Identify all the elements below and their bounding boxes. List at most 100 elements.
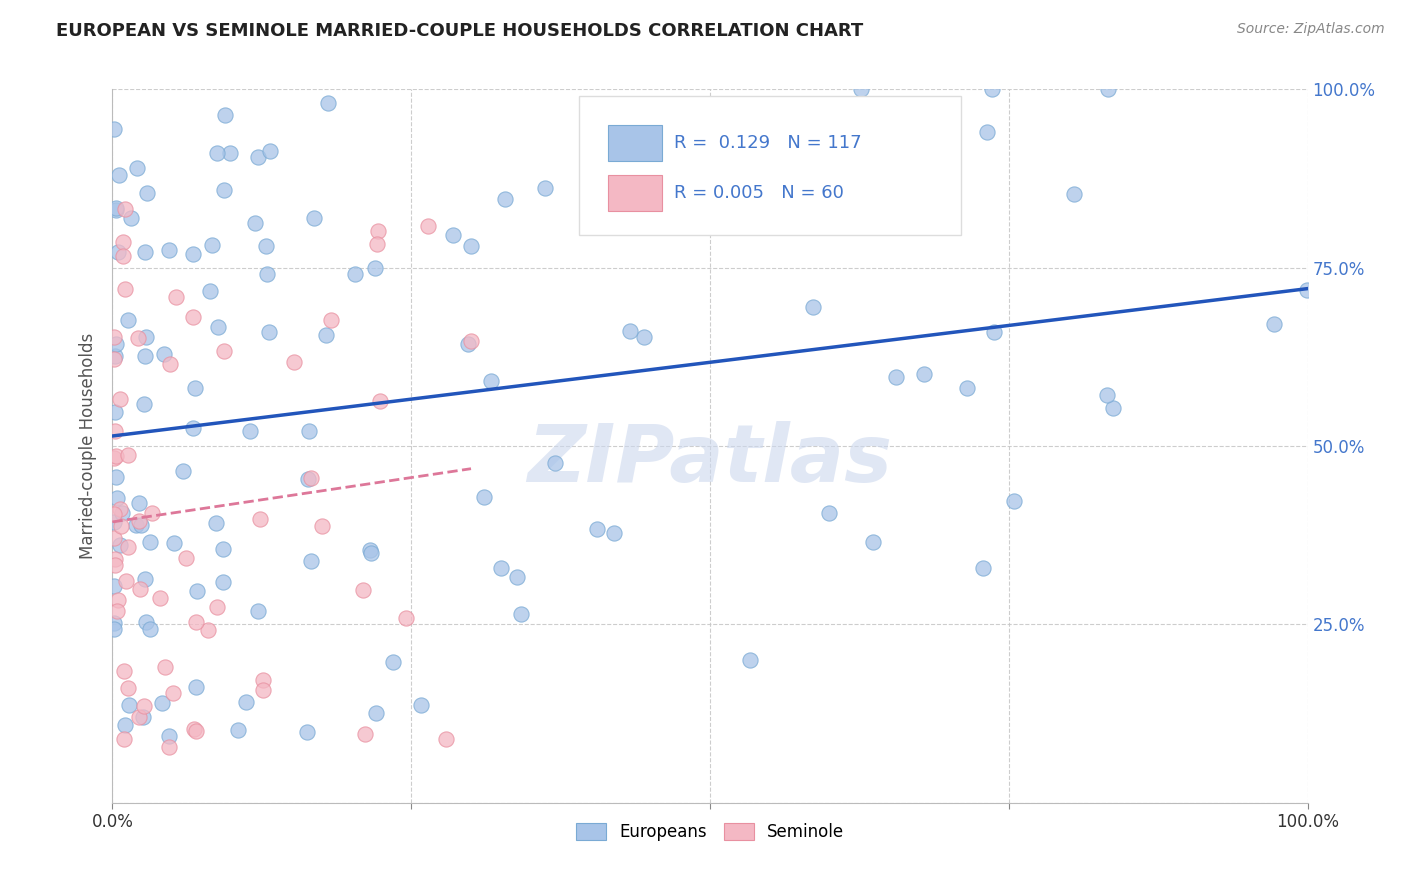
Point [103,451,125,466]
Point [693,215,716,229]
Point [165,290,187,304]
Point [283,355,305,369]
Point [489,561,512,575]
Point [129,518,152,533]
Point [367,224,389,238]
Point [359,542,381,557]
Point [441,227,464,242]
Point [509,607,531,621]
Point [108,392,131,407]
Point [295,725,318,739]
Point [1263,317,1285,331]
Point [457,336,479,351]
Point [311,519,333,533]
Point [297,472,319,486]
Point [120,211,142,225]
Point [138,535,160,549]
Point [114,718,136,732]
Point [149,591,172,605]
Point [201,237,224,252]
Point [506,570,529,584]
Point [366,236,388,251]
Point [343,267,366,281]
Point [460,334,482,348]
Text: R = 0.005   N = 60: R = 0.005 N = 60 [675,184,844,202]
Point [111,249,134,263]
Point [207,320,229,334]
Point [184,680,207,694]
Point [472,490,495,504]
Point [460,239,482,253]
Point [176,550,198,565]
Point [544,456,567,470]
Point [103,552,125,566]
Point [411,698,433,712]
Point [1101,401,1123,415]
Point [652,178,675,192]
Point [381,655,404,669]
Point [127,161,149,175]
Point [976,125,998,139]
Point [186,583,208,598]
Point [110,519,132,533]
Point [139,622,162,636]
Point [134,397,156,411]
Point [107,168,129,182]
Point [479,374,502,388]
Text: Source: ZipAtlas.com: Source: ZipAtlas.com [1237,22,1385,37]
Point [136,186,159,201]
Point [884,369,907,384]
Point [117,312,139,326]
Legend: Europeans, Seminole: Europeans, Seminole [569,816,851,848]
Point [256,267,278,281]
Point [128,710,150,724]
Point [252,683,274,698]
Point [104,424,127,438]
Point [211,574,233,589]
Point [134,245,156,260]
FancyBboxPatch shape [609,125,662,161]
Point [494,192,516,206]
Text: ZIPatlas: ZIPatlas [527,421,893,500]
Point [533,181,555,195]
Point [212,542,235,557]
Point [107,593,129,607]
Point [360,545,382,559]
Point [434,731,457,746]
Point [111,506,134,520]
Point [104,558,127,573]
Point [105,202,128,217]
Point [104,349,127,363]
Y-axis label: Married-couple Households: Married-couple Households [79,333,97,559]
Point [247,604,270,618]
Point [197,623,219,637]
Point [181,247,204,261]
Point [134,349,156,363]
Point [104,469,127,483]
Point [418,219,440,234]
Point [205,516,228,531]
Point [134,572,156,586]
Point [105,604,128,618]
Point [103,330,125,344]
Point [105,491,128,505]
Point [125,517,148,532]
Point [186,723,208,738]
Point [163,536,186,550]
Point [299,554,322,568]
Point [104,449,127,463]
Point [114,283,136,297]
Point [205,599,228,614]
Point [983,325,1005,339]
Point [740,652,762,666]
Point [214,183,236,197]
Point [249,512,271,526]
Point [104,337,127,351]
Point [235,695,257,709]
Point [617,106,640,120]
Point [1097,387,1119,401]
Point [108,538,131,552]
FancyBboxPatch shape [609,175,662,211]
Point [152,696,174,710]
Point [1063,187,1085,202]
